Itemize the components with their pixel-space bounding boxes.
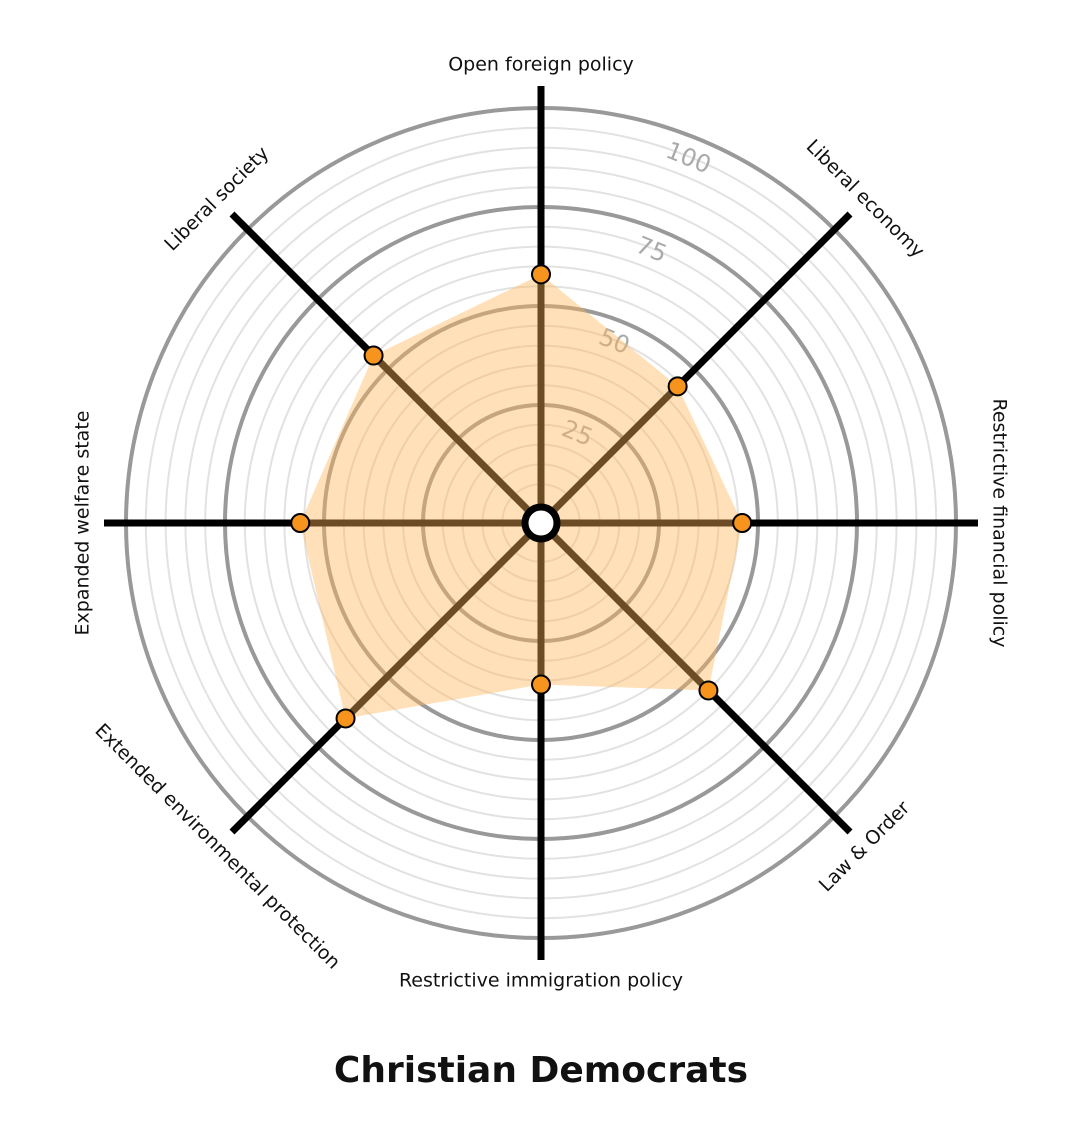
axis-label: Expanded welfare state: [72, 411, 94, 636]
data-point: [732, 513, 753, 533]
tick-label: 75: [632, 231, 671, 268]
data-point: [335, 708, 356, 729]
data-point: [667, 376, 688, 397]
chart-title: Christian Democrats: [334, 1050, 748, 1091]
data-point: [363, 345, 384, 366]
axis-label: Restrictive financial policy: [989, 399, 1011, 648]
axis-label: Open foreign policy: [448, 54, 634, 76]
data-point: [698, 680, 719, 701]
data-point: [531, 264, 551, 285]
axis-label: Restrictive immigration policy: [399, 970, 683, 992]
radar-area: [300, 274, 743, 719]
data-point: [531, 674, 551, 695]
axis-line: [229, 211, 544, 526]
axis-line: [538, 520, 853, 835]
axis-line: [538, 211, 853, 526]
axis-line: [229, 520, 544, 835]
data-point: [290, 513, 311, 533]
center-hub: [521, 503, 561, 543]
